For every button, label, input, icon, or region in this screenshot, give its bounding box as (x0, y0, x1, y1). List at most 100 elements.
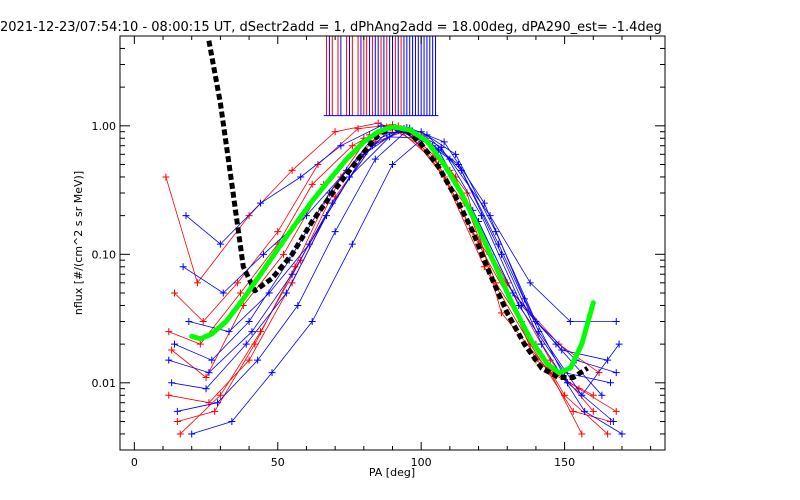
data-point-red (589, 407, 597, 415)
data-point-blue (348, 240, 356, 248)
data-point-blue (566, 318, 574, 326)
data-point-red (205, 399, 213, 407)
data-point-blue (518, 301, 526, 309)
y-tick-label: 1.00 (92, 120, 117, 133)
series-line-blue (182, 131, 617, 373)
data-point-blue (259, 250, 267, 258)
data-point-red (348, 142, 356, 150)
y-tick-label: 0.01 (92, 377, 117, 390)
data-point-blue (179, 263, 187, 271)
data-point-blue (173, 407, 181, 415)
series-line-red (174, 124, 594, 396)
series-line-blue (191, 134, 623, 435)
data-point-blue (423, 131, 431, 139)
data-point-red (498, 309, 505, 317)
x-tick-label: 100 (411, 456, 432, 469)
data-point-red (257, 328, 265, 336)
data-point-red (274, 228, 282, 236)
data-point-red (202, 373, 210, 381)
data-point-blue (171, 340, 178, 348)
data-point-blue (615, 340, 623, 348)
data-point-red (604, 430, 612, 438)
data-point-red (196, 340, 204, 348)
data-point-blue (604, 356, 612, 364)
data-point-blue (612, 369, 620, 377)
data-point-blue (282, 289, 290, 297)
series-line-red (168, 126, 583, 435)
x-tick-label: 150 (554, 456, 575, 469)
data-point-blue (216, 240, 224, 248)
data-point-blue (288, 270, 296, 278)
data-point-blue (225, 328, 233, 336)
data-point-blue (509, 289, 517, 297)
plot-area (162, 36, 626, 438)
data-point-blue (202, 385, 210, 393)
series-line-blue (177, 127, 614, 422)
data-point-blue (248, 328, 256, 336)
data-point-blue (214, 399, 222, 407)
x-axis-label: PA [deg] (369, 466, 415, 479)
data-point-blue (480, 199, 488, 207)
data-point-blue (495, 240, 503, 248)
data-point-blue (297, 173, 305, 181)
data-point-blue (581, 407, 589, 415)
data-point-blue (228, 417, 236, 425)
fit-curve-green (189, 124, 596, 376)
data-point-blue (257, 199, 265, 207)
data-point-blue (492, 228, 500, 236)
data-point-red (280, 250, 287, 258)
data-point-red (612, 407, 620, 415)
data-point-red (308, 180, 316, 188)
data-point-red (578, 430, 586, 438)
x-tick-label: 0 (131, 456, 138, 469)
data-point-red (245, 356, 253, 364)
data-point-blue (612, 318, 620, 326)
data-point-blue (168, 379, 176, 387)
series-line-blue (188, 136, 620, 396)
data-point-red (165, 391, 173, 399)
data-point-blue (242, 340, 250, 348)
data-point-red (245, 212, 253, 220)
data-point-blue (454, 160, 462, 168)
data-point-blue (188, 430, 196, 438)
data-point-blue (563, 379, 571, 387)
data-point-red (288, 166, 296, 174)
y-axis: 0.01 0.10 1.00 (92, 35, 665, 451)
data-point-blue (498, 250, 505, 258)
data-point-blue (618, 430, 626, 438)
data-point-red (193, 279, 201, 287)
data-point-red (165, 328, 173, 336)
data-point-blue (538, 340, 546, 348)
data-point-blue (607, 379, 614, 387)
data-point-red (168, 346, 176, 354)
data-point-blue (182, 212, 190, 220)
data-point-red (199, 318, 207, 326)
data-point-blue (526, 279, 534, 287)
data-point-red (354, 125, 362, 133)
data-point-blue (371, 155, 379, 163)
data-point-blue (328, 199, 336, 207)
x-axis: 0 50 100 150 (131, 36, 652, 469)
data-point-blue (558, 346, 566, 354)
data-point-red (176, 430, 184, 438)
data-point-blue (268, 369, 276, 377)
data-point-red (171, 289, 178, 297)
data-point-blue (389, 160, 396, 168)
data-point-red (569, 407, 577, 415)
chart-title: 2021-12-23/07:54:10 - 08:00:15 UT, dSect… (0, 20, 662, 35)
data-point-blue (205, 369, 213, 377)
data-point-blue (308, 318, 316, 326)
data-point-blue (578, 391, 586, 399)
data-point-blue (598, 391, 606, 399)
data-point-blue (457, 166, 465, 174)
data-point-blue (165, 356, 173, 364)
data-point-red (331, 128, 339, 136)
data-point-blue (265, 289, 273, 297)
data-point-red (216, 391, 224, 399)
y-axis-label: nflux [#/(cm^2 s sr MeV)] (72, 171, 85, 315)
series-line-red (179, 131, 617, 435)
data-point-red (211, 407, 219, 415)
series-line-blue (168, 127, 608, 374)
data-point-red (595, 369, 603, 377)
